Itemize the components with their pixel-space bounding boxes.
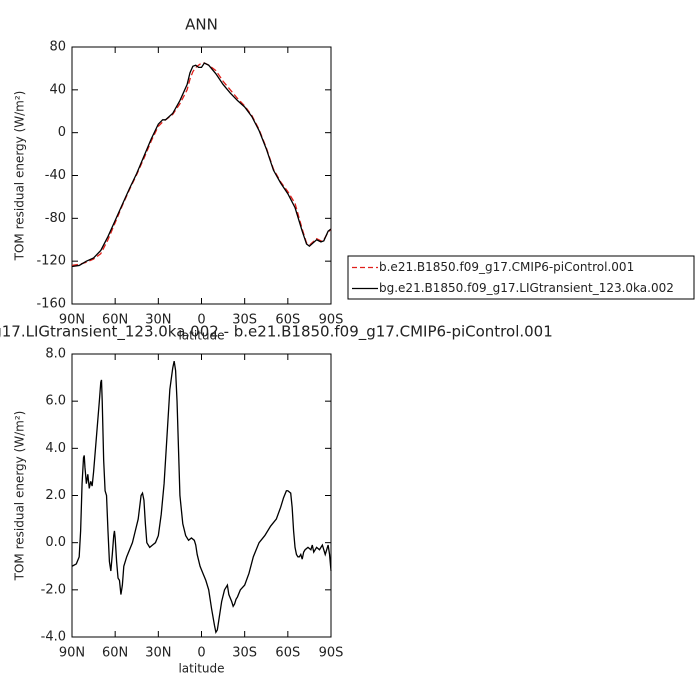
- x-tick-label: 60S: [275, 313, 300, 328]
- y-tick-label: 40: [49, 82, 66, 97]
- y-axis-label: TOM residual energy (W/m²): [13, 91, 27, 262]
- x-tick-label: 90N: [59, 313, 85, 328]
- y-tick-label: 4.0: [45, 441, 66, 456]
- plot-frame: [71, 46, 332, 305]
- x-tick-label: 90S: [319, 646, 344, 661]
- x-axis-label: latitude: [178, 662, 224, 676]
- y-tick-label: -4.0: [41, 630, 66, 645]
- x-tick-label: 0: [197, 313, 205, 328]
- x-tick-label: 30S: [232, 313, 257, 328]
- y-tick-label: 6.0: [45, 394, 66, 409]
- chart-title: bg.e21.B1850.f09_g17.LIGtransient_123.0k…: [0, 323, 553, 342]
- data-line: [71, 62, 332, 268]
- legend-label: bg.e21.B1850.f09_g17.LIGtransient_123.0k…: [379, 281, 674, 295]
- chart-title: ANN: [185, 16, 218, 34]
- x-tick-label: 30N: [145, 313, 171, 328]
- legend-label: b.e21.B1850.f09_g17.CMIP6-piControl.001: [379, 260, 634, 274]
- x-axis-label: latitude: [178, 329, 224, 343]
- x-tick-label: 30N: [145, 646, 171, 661]
- y-tick-label: -160: [36, 297, 66, 312]
- data-line: [71, 360, 332, 635]
- y-tick-label: 2.0: [45, 488, 66, 503]
- x-tick-label: 30S: [232, 646, 257, 661]
- x-tick-label: 60N: [102, 313, 128, 328]
- x-tick-label: 90N: [59, 646, 85, 661]
- y-tick-label: -2.0: [41, 582, 66, 597]
- x-tick-label: 0: [197, 646, 205, 661]
- y-tick-label: -40: [45, 168, 66, 183]
- y-tick-label: 0: [58, 125, 66, 140]
- y-tick-label: 8.0: [45, 347, 66, 362]
- x-tick-label: 60N: [102, 646, 128, 661]
- x-tick-label: 60S: [275, 646, 300, 661]
- data-line: [71, 62, 332, 267]
- x-tick-label: 90S: [319, 313, 344, 328]
- y-tick-label: -80: [45, 211, 66, 226]
- legend-box: [347, 255, 695, 300]
- y-tick-label: 0.0: [45, 535, 66, 550]
- y-tick-label: -120: [36, 254, 66, 269]
- plot-frame: [71, 353, 332, 638]
- y-tick-label: 80: [49, 40, 66, 55]
- y-axis-label: TOM residual energy (W/m²): [13, 411, 27, 582]
